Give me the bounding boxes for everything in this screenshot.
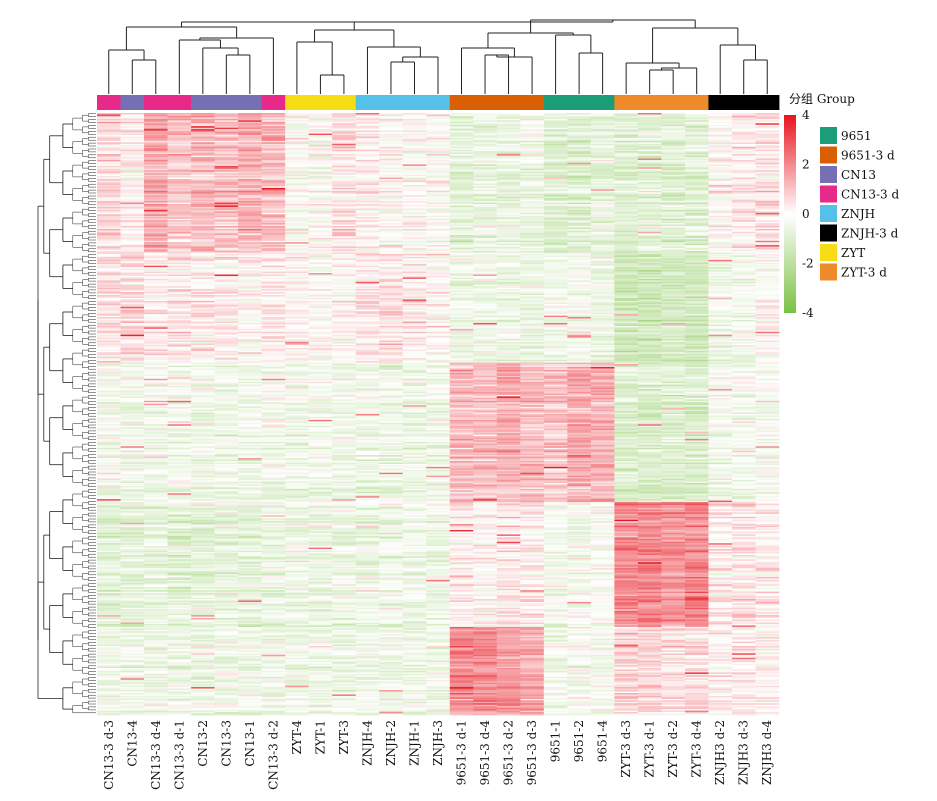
group-annotation-cell (403, 95, 427, 110)
group-annotation-cell (97, 95, 121, 110)
group-annotation-cell (262, 95, 286, 110)
group-annotation-cell (473, 95, 497, 110)
group-annotation-cell (356, 95, 380, 110)
group-annotation-cell (732, 95, 756, 110)
group-annotation-cell (426, 95, 450, 110)
group-annotation-cell (520, 95, 544, 110)
group-annotation-cell (450, 95, 474, 110)
group-annotation-cell (238, 95, 262, 110)
group-annotation-cell (332, 95, 356, 110)
group-annotation-cell (497, 95, 521, 110)
group-annotation-cell (755, 95, 779, 110)
heatmap-cells (97, 113, 779, 715)
column-dendrogram (109, 20, 767, 94)
row-dendrogram (38, 114, 96, 713)
group-annotation-cell (168, 95, 192, 110)
group-annotation-cell (144, 95, 168, 110)
group-annotation-cell (708, 95, 732, 110)
group-annotation-cell (591, 95, 615, 110)
group-annotation-cell (544, 95, 568, 110)
group-annotation-cell (191, 95, 215, 110)
group-annotation-cell (685, 95, 709, 110)
group-annotation-cell (309, 95, 333, 110)
group-annotation-cell (215, 95, 239, 110)
group-annotation-cell (614, 95, 638, 110)
group-annotation-cell (379, 95, 403, 110)
group-annotation-cell (638, 95, 662, 110)
group-annotation-cell (121, 95, 145, 110)
group-annotation-bar (97, 95, 779, 110)
group-annotation-cell (661, 95, 685, 110)
group-annotation-cell (285, 95, 309, 110)
group-annotation-cell (567, 95, 591, 110)
